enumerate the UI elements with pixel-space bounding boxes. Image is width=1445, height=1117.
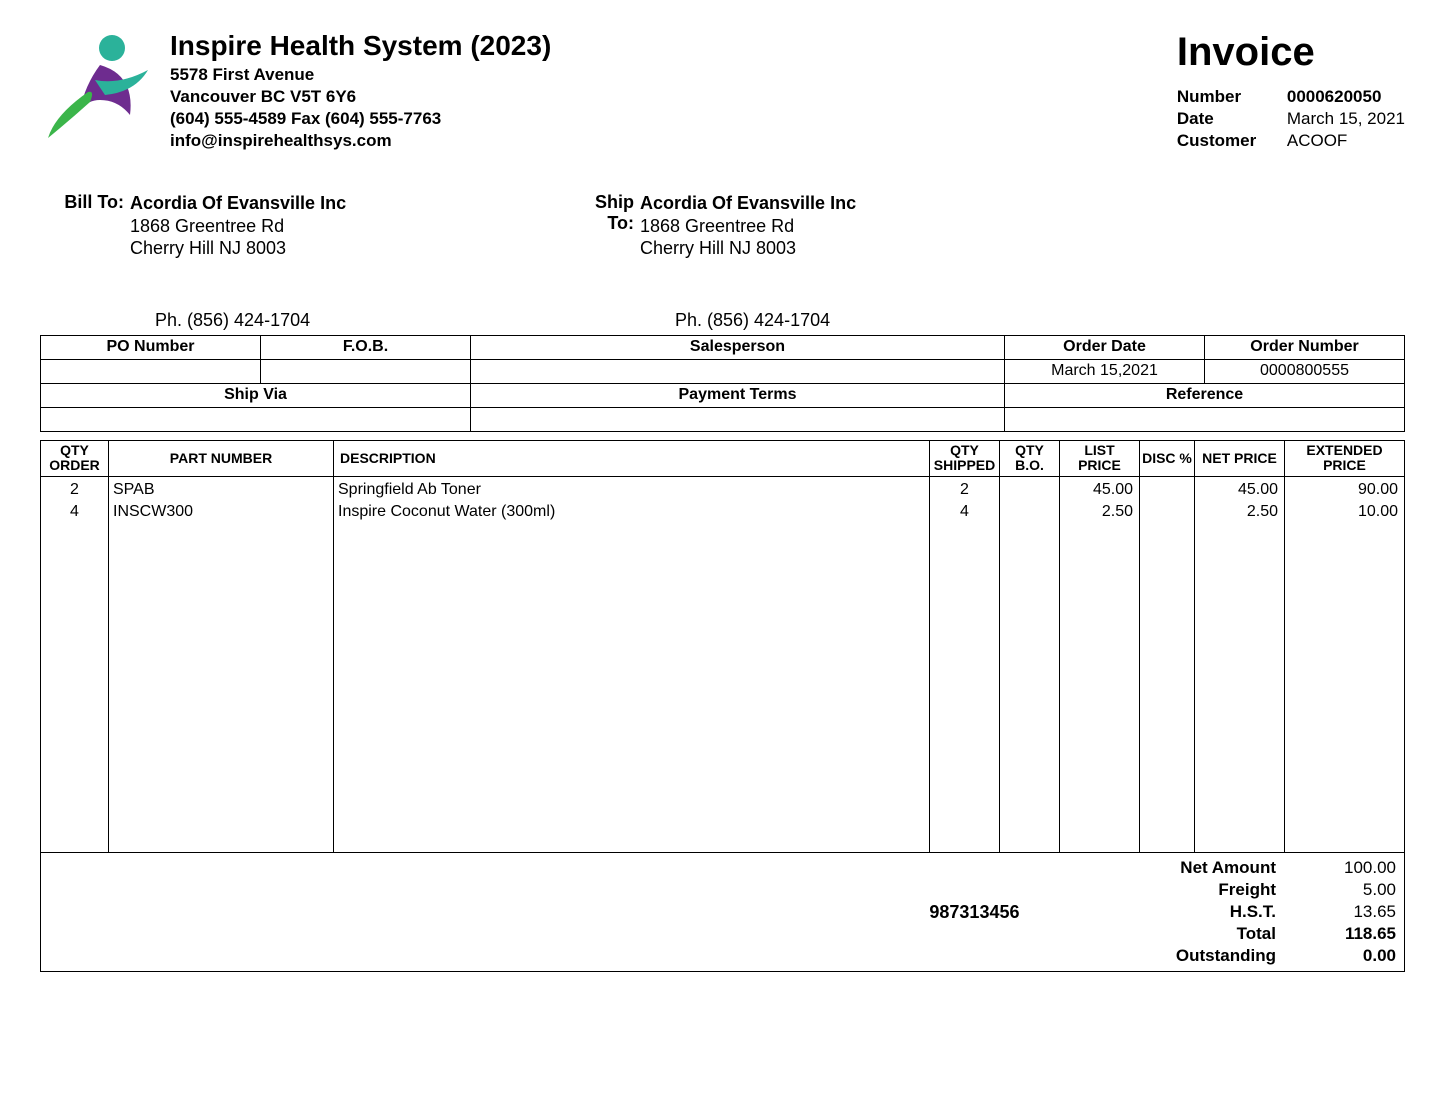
bill-to-label: Bill To: bbox=[55, 192, 130, 260]
header: Inspire Health System (2023) 5578 First … bbox=[40, 30, 1405, 152]
cell-part: SPAB bbox=[109, 476, 334, 501]
col-ext: EXTENDED PRICE bbox=[1285, 440, 1405, 476]
meta-v-ref bbox=[1005, 407, 1405, 431]
cell-qty-bo bbox=[1000, 501, 1060, 523]
totals-value: 118.65 bbox=[1282, 923, 1402, 945]
invoice-title: Invoice bbox=[1177, 30, 1405, 75]
company-name: Inspire Health System (2023) bbox=[170, 30, 1177, 62]
col-qty-ship: QTY SHIPPED bbox=[930, 440, 1000, 476]
totals-line: Total118.65 bbox=[1062, 923, 1403, 945]
company-city: Vancouver BC V5T 6Y6 bbox=[170, 86, 1177, 108]
phone-row: Ph. (856) 424-1704 Ph. (856) 424-1704 bbox=[40, 310, 1405, 331]
cell-ext: 10.00 bbox=[1285, 501, 1405, 523]
meta-h-onum: Order Number bbox=[1205, 335, 1405, 359]
cell-disc bbox=[1140, 476, 1195, 501]
totals-line: H.S.T.13.65 bbox=[1062, 901, 1403, 923]
totals-line: Freight5.00 bbox=[1062, 879, 1403, 901]
bill-to-phone: Ph. (856) 424-1704 bbox=[155, 310, 675, 331]
meta-h-ref: Reference bbox=[1005, 383, 1405, 407]
col-qty-order: QTY ORDER bbox=[41, 440, 109, 476]
meta-h-ship: Ship Via bbox=[41, 383, 471, 407]
cell-qty-bo bbox=[1000, 476, 1060, 501]
totals-label: Net Amount bbox=[1062, 857, 1283, 879]
totals-reference: 987313456 bbox=[41, 902, 1060, 923]
company-address1: 5578 First Avenue bbox=[170, 64, 1177, 86]
totals-label: H.S.T. bbox=[1062, 901, 1283, 923]
cell-desc: Inspire Coconut Water (300ml) bbox=[334, 501, 930, 523]
totals-value: 100.00 bbox=[1282, 857, 1402, 879]
bill-to-name: Acordia Of Evansville Inc bbox=[130, 192, 346, 215]
col-disc: DISC % bbox=[1140, 440, 1195, 476]
ship-to-name: Acordia Of Evansville Inc bbox=[640, 192, 856, 215]
invoice-number: 0000620050 bbox=[1287, 87, 1405, 107]
cell-qty-ship: 4 bbox=[930, 501, 1000, 523]
invoice-block: Invoice Number 0000620050 Date March 15,… bbox=[1177, 30, 1405, 151]
col-list: LIST PRICE bbox=[1060, 440, 1140, 476]
cell-qty-ship: 2 bbox=[930, 476, 1000, 501]
col-net: NET PRICE bbox=[1195, 440, 1285, 476]
meta-v-terms bbox=[471, 407, 1005, 431]
bill-to-line1: 1868 Greentree Rd bbox=[130, 215, 346, 238]
meta-h-odate: Order Date bbox=[1005, 335, 1205, 359]
line-body: 2SPABSpringfield Ab Toner245.0045.0090.0… bbox=[41, 476, 1405, 523]
line-item: 4INSCW300Inspire Coconut Water (300ml)42… bbox=[41, 501, 1405, 523]
meta-h-sales: Salesperson bbox=[471, 335, 1005, 359]
ship-to-phone: Ph. (856) 424-1704 bbox=[675, 310, 830, 331]
totals-value: 13.65 bbox=[1282, 901, 1402, 923]
ship-to-line1: 1868 Greentree Rd bbox=[640, 215, 856, 238]
invoice-customer-label: Customer bbox=[1177, 131, 1287, 151]
invoice-date-label: Date bbox=[1177, 109, 1287, 129]
cell-qty-order: 4 bbox=[41, 501, 109, 523]
meta-v-fob bbox=[261, 359, 471, 383]
totals-label: Freight bbox=[1062, 879, 1283, 901]
totals-value: 5.00 bbox=[1282, 879, 1402, 901]
company-logo bbox=[40, 30, 160, 150]
cell-qty-order: 2 bbox=[41, 476, 109, 501]
line-item: 2SPABSpringfield Ab Toner245.0045.0090.0… bbox=[41, 476, 1405, 501]
company-block: Inspire Health System (2023) 5578 First … bbox=[170, 30, 1177, 152]
cell-disc bbox=[1140, 501, 1195, 523]
invoice-customer: ACOOF bbox=[1287, 131, 1405, 151]
totals-row: 987313456 Net Amount100.00Freight5.00H.S… bbox=[41, 853, 1405, 972]
bill-to-line2: Cherry Hill NJ 8003 bbox=[130, 237, 346, 260]
cell-ext: 90.00 bbox=[1285, 476, 1405, 501]
line-items-table: QTY ORDER PART NUMBER DESCRIPTION QTY SH… bbox=[40, 440, 1405, 972]
bill-to-block: Bill To: Acordia Of Evansville Inc 1868 … bbox=[55, 192, 565, 260]
col-part: PART NUMBER bbox=[109, 440, 334, 476]
meta-v-ship bbox=[41, 407, 471, 431]
ship-to-line2: Cherry Hill NJ 8003 bbox=[640, 237, 856, 260]
company-email: info@inspirehealthsys.com bbox=[170, 130, 1177, 152]
cell-net: 45.00 bbox=[1195, 476, 1285, 501]
meta-v-onum: 0000800555 bbox=[1205, 359, 1405, 383]
meta-table-1: PO Number F.O.B. Salesperson Order Date … bbox=[40, 335, 1405, 432]
ship-to-block: Ship To: Acordia Of Evansville Inc 1868 … bbox=[565, 192, 856, 260]
totals-inner: Net Amount100.00Freight5.00H.S.T.13.65To… bbox=[1062, 857, 1403, 967]
col-desc: DESCRIPTION bbox=[334, 440, 930, 476]
totals-label: Outstanding bbox=[1062, 945, 1283, 967]
meta-h-terms: Payment Terms bbox=[471, 383, 1005, 407]
ship-to-label: Ship To: bbox=[565, 192, 640, 260]
totals-line: Outstanding0.00 bbox=[1062, 945, 1403, 967]
totals-label: Total bbox=[1062, 923, 1283, 945]
company-phone: (604) 555-4589 Fax (604) 555-7763 bbox=[170, 108, 1177, 130]
cell-part: INSCW300 bbox=[109, 501, 334, 523]
col-qty-bo: QTY B.O. bbox=[1000, 440, 1060, 476]
meta-v-odate: March 15,2021 bbox=[1005, 359, 1205, 383]
meta-v-sales bbox=[471, 359, 1005, 383]
invoice-number-label: Number bbox=[1177, 87, 1287, 107]
cell-net: 2.50 bbox=[1195, 501, 1285, 523]
meta-v-po bbox=[41, 359, 261, 383]
totals-line: Net Amount100.00 bbox=[1062, 857, 1403, 879]
cell-list: 45.00 bbox=[1060, 476, 1140, 501]
meta-h-fob: F.O.B. bbox=[261, 335, 471, 359]
totals-value: 0.00 bbox=[1282, 945, 1402, 967]
meta-h-po: PO Number bbox=[41, 335, 261, 359]
invoice-date: March 15, 2021 bbox=[1287, 109, 1405, 129]
cell-desc: Springfield Ab Toner bbox=[334, 476, 930, 501]
addresses: Bill To: Acordia Of Evansville Inc 1868 … bbox=[40, 192, 1405, 260]
cell-list: 2.50 bbox=[1060, 501, 1140, 523]
